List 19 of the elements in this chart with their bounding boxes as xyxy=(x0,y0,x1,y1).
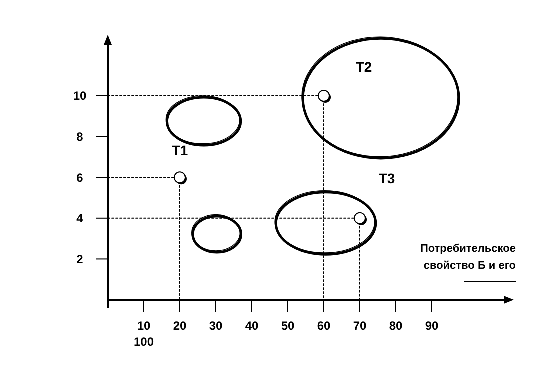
x-axis-title: Потребительское свойство Б и его xyxy=(420,243,516,272)
x-tick-label: 80 xyxy=(389,319,403,333)
y-tick-label: 6 xyxy=(76,170,84,185)
x-tick-label: 20 xyxy=(173,319,187,333)
x-tick-label: 90 xyxy=(425,319,439,333)
y-tick-label: 2 xyxy=(76,252,84,266)
x-tick-label: 10 xyxy=(137,319,151,333)
y-tick-label: 8 xyxy=(76,130,84,144)
y-tick-label: 4 xyxy=(76,212,84,226)
text: T2 xyxy=(356,59,372,75)
x-tick-label: 60 xyxy=(317,319,331,333)
series-label: T1 xyxy=(172,142,188,159)
text: T3 xyxy=(378,170,396,186)
text: 100 xyxy=(134,335,154,349)
x-tick-label: 40 xyxy=(245,319,259,333)
x-tick-label: 30 xyxy=(209,319,223,333)
x-tick-label: 50 xyxy=(281,319,295,333)
x-tick-label: 70 xyxy=(353,319,367,333)
y-tick-label: 10 xyxy=(73,89,87,104)
